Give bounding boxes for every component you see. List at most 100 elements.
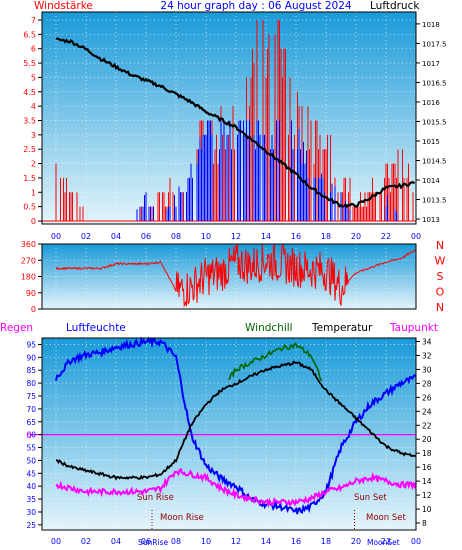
x-tick-label: 20 [351,537,361,546]
pressure-tick-label: 1013.5 [422,197,447,205]
x-tick-label: 10 [201,232,211,241]
pressure-label: Luftdruck [370,0,420,12]
pressure-tick-label: 1015 [422,138,440,146]
x-tick-label: 06 [141,537,151,546]
temperature-tick-label: 22 [422,421,432,430]
direction-tick-label: 360 [21,240,36,249]
panel1-frame [41,11,417,225]
rain-label: Regen [0,322,33,334]
humidity-tick-label: 65 [26,418,36,427]
humidity-tick-label: 40 [26,482,36,491]
x-tick-label: 12 [231,537,241,546]
x-tick-label: 14 [261,232,271,241]
temperature-tick-label: 14 [422,477,432,486]
x-tick-label: 10 [201,537,211,546]
pressure-tick-label: 1015.5 [422,118,447,126]
wind-tick-label: 1 [31,188,36,197]
x-tick-label: 02 [81,537,91,546]
x-tick-label: 18 [321,537,331,546]
direction-tick-label: 180 [21,273,36,282]
panel1-gust-bars [136,120,397,221]
compass-label: O [436,286,445,299]
wind-tick-label: 5.5 [23,59,36,68]
pressure-line [55,37,416,209]
x-tick-label: 00 [411,537,421,546]
x-tick-label: 00 [51,232,61,241]
humidity-tick-label: 50 [26,456,36,465]
panel3-frame [41,337,417,531]
direction-tick-label: 270 [21,256,36,265]
temperature-tick-label: 26 [422,393,432,402]
wind-tick-label: 4 [31,102,36,111]
windchill-line [227,342,323,381]
panel2-left-ticks: 0 90 180 270 360 [21,240,42,314]
x-tick-label: 08 [171,537,181,546]
wind-tick-label: 3.5 [23,117,36,126]
compass-label: N [436,239,444,252]
x-tick-label: 14 [261,537,271,546]
wind-tick-label: 7 [31,16,36,25]
temperature-tick-label: 32 [422,351,432,360]
temperature-tick-label: 18 [422,449,432,458]
x-tick-label: 04 [111,537,121,546]
temperature-tick-label: 28 [422,379,432,388]
sun-moon-markers [151,510,355,530]
humidity-tick-label: 70 [26,405,36,414]
windchill-label: Windchill [245,322,293,334]
wind-tick-label: 5 [31,73,36,82]
wind-tick-label: 0.5 [23,203,36,212]
pressure-tick-label: 1018 [422,21,440,29]
x-tick-label: 18 [321,232,331,241]
pressure-tick-label: 1016.5 [422,79,447,87]
wind-tick-label: 4.5 [23,88,36,97]
humidity-tick-label: 55 [26,444,36,453]
x-tick-label: 06 [141,232,151,241]
humidity-tick-label: 25 [26,521,36,530]
panel1-right-ticks: 1013 1013.5 1014 1014.5 1015 1015.5 1016 1016.5… [416,21,447,224]
sunset-annotation: Sun Set [354,493,387,503]
pressure-tick-label: 1014.5 [422,158,447,166]
x-tick-label: 20 [351,232,361,241]
temperature-tick-label: 34 [422,337,432,346]
wind-strength-label: Windstärke [34,0,93,12]
panel3-left-ticks: 25 30 35 40 45 50 55 60 65 70 75 80 85 90 95 [26,340,42,530]
humidity-line [55,336,417,515]
compass-label: W [435,255,446,268]
humidity-tick-label: 80 [26,379,36,388]
x-tick-label: 04 [111,232,121,241]
temperature-tick-label: 8 [422,519,427,528]
pressure-tick-label: 1017 [422,60,440,68]
temperature-tick-label: 12 [422,491,432,500]
wind-tick-label: 6.5 [23,30,36,39]
panel3-right-ticks: 8 10 12 14 16 18 20 22 24 26 28 30 32 34 [416,337,432,528]
wind-tick-label: 1.5 [23,174,36,183]
moonset-annotation: Moon Set [366,513,406,523]
direction-tick-label: 0 [31,305,36,314]
temperature-line [55,360,417,481]
humidity-tick-label: 95 [26,340,36,349]
humidity-tick-label: 45 [26,469,36,478]
humidity-tick-label: 35 [26,495,36,504]
x-tick-label: 02 [81,232,91,241]
direction-tick-label: 90 [26,289,36,298]
x-tick-label: 16 [291,537,301,546]
compass-label: N [436,301,444,314]
temperature-tick-label: 10 [422,505,432,514]
rain-value-label: 0 [26,431,32,441]
moonset-time-label: MoonSet [367,538,400,547]
moonrise-annotation: Moon Rise [160,513,204,523]
wind-tick-label: 3 [31,131,36,140]
sunrise-annotation: Sun Rise [137,493,174,503]
chart-title: 24 hour graph day : 06 August 2024 [160,0,352,12]
humidity-tick-label: 85 [26,366,36,375]
temperature-tick-label: 16 [422,463,432,472]
humidity-tick-label: 75 [26,392,36,401]
pressure-tick-label: 1014 [422,177,440,185]
dewpoint-label: Taupunkt [389,322,438,334]
temperature-tick-label: 30 [422,365,432,374]
pressure-tick-label: 1016 [422,99,440,107]
panel1-left-ticks: 0 0.5 1 1.5 2 2.5 3 3.5 4 4.5 5 5.5 6 6.5 7 [23,16,42,226]
panel3-x-ticks: 00 02 04 06 08 10 12 14 16 18 20 22 00 [51,537,421,546]
x-tick-label: 22 [381,537,391,546]
